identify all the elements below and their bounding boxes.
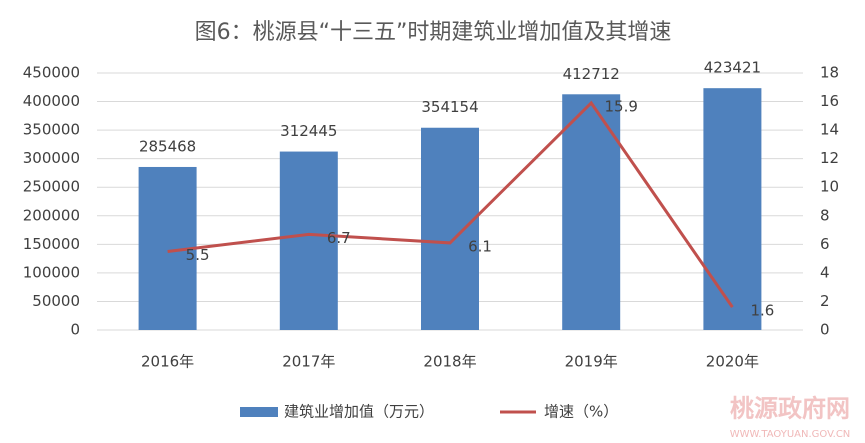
x-tick-label: 2018年: [423, 353, 476, 371]
y-tick-label: 450000: [23, 64, 80, 82]
legend-label: 建筑业增加值（万元）: [284, 403, 434, 421]
data-label: 6.1: [468, 237, 492, 255]
x-tick-label: 2020年: [706, 353, 759, 371]
y2-tick-label: 12: [820, 149, 839, 167]
bar: [421, 127, 479, 331]
y-tick-label: 100000: [23, 263, 80, 281]
y-tick-label: 300000: [23, 149, 80, 167]
y2-tick-label: 2: [820, 292, 830, 310]
bar: [562, 94, 621, 330]
y2-tick-label: 6: [820, 235, 830, 253]
y-tick-label: 350000: [23, 121, 80, 139]
bar: [279, 151, 338, 330]
y-tick-label: 50000: [32, 292, 80, 310]
data-label: 6.7: [327, 229, 351, 247]
y2-tick-label: 0: [820, 321, 830, 339]
x-tick-label: 2017年: [282, 353, 335, 371]
y-tick-label: 0: [70, 321, 80, 339]
y-tick-label: 150000: [23, 235, 80, 253]
y2-tick-label: 10: [820, 178, 839, 196]
y-tick-label: 250000: [23, 178, 80, 196]
watermark-url: WWW.TAOYUAN.GOV.CN: [730, 429, 851, 440]
y-tick-label: 200000: [23, 206, 80, 224]
data-label: 423421: [704, 59, 761, 77]
x-tick-label: 2016年: [141, 353, 194, 371]
data-label: 15.9: [604, 97, 637, 115]
data-label: 1.6: [750, 302, 774, 320]
chart-title: 图6：桃源县“十三五”时期建筑业增加值及其增速: [195, 20, 672, 45]
legend-label: 增速（%）: [544, 403, 618, 421]
y2-tick-label: 18: [820, 64, 839, 82]
data-label: 412712: [563, 65, 620, 83]
data-label: 285468: [139, 137, 196, 155]
y2-tick-label: 14: [820, 121, 839, 139]
y2-tick-label: 4: [820, 263, 830, 281]
data-label: 312445: [280, 122, 337, 140]
legend-swatch: [240, 407, 278, 417]
line: [167, 100, 734, 309]
bar: [703, 88, 762, 330]
data-label: 5.5: [186, 246, 210, 264]
x-tick-label: 2019年: [565, 353, 618, 371]
data-label: 354154: [421, 98, 478, 116]
y2-tick-label: 16: [820, 92, 839, 110]
watermark-title: 桃源政府网: [730, 394, 850, 423]
y2-tick-label: 8: [820, 206, 830, 224]
y-tick-label: 400000: [23, 92, 80, 110]
